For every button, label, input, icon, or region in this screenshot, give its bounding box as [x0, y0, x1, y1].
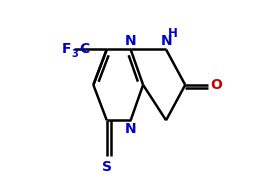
Text: N: N — [161, 34, 172, 48]
Text: 3: 3 — [72, 49, 79, 59]
Text: C: C — [80, 42, 90, 56]
Text: N: N — [125, 122, 137, 136]
Text: S: S — [102, 159, 112, 173]
Text: O: O — [210, 78, 222, 92]
Text: N: N — [125, 34, 137, 48]
Text: H: H — [168, 27, 178, 40]
Text: F: F — [62, 42, 71, 56]
